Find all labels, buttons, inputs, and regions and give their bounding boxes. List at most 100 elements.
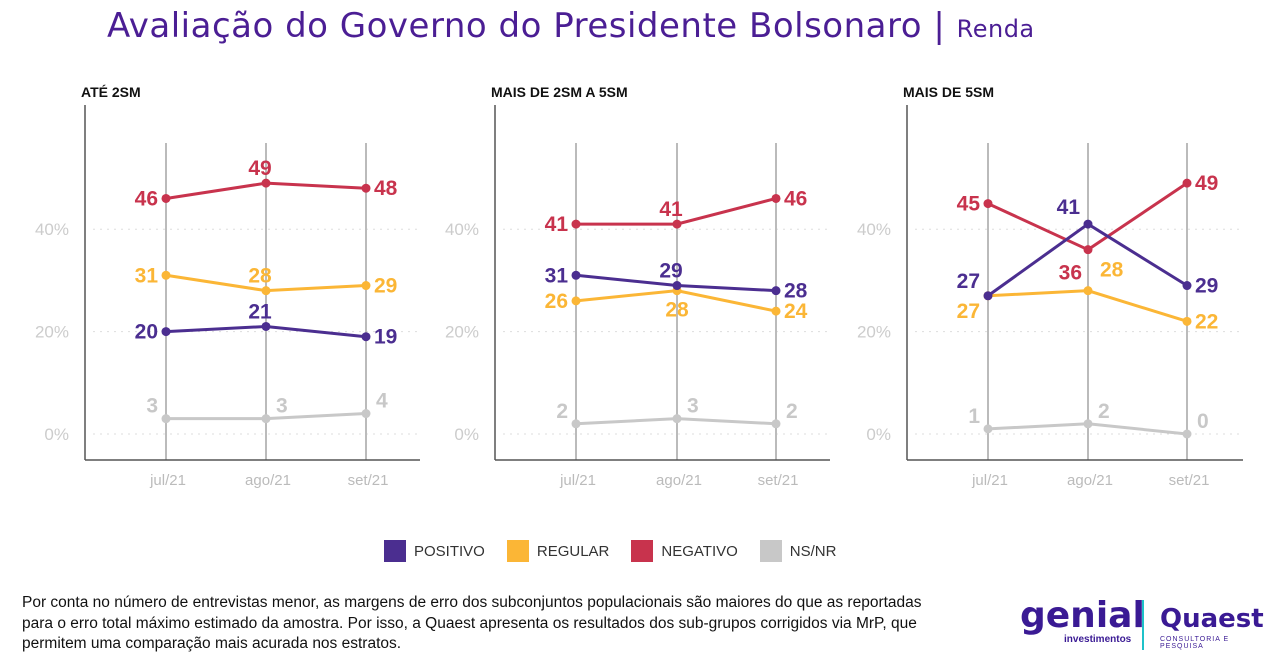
data-label: 41 [659, 198, 683, 221]
data-label: 46 [784, 187, 807, 210]
x-tick-label: set/21 [1169, 472, 1210, 489]
data-label: 20 [135, 321, 158, 344]
y-tick-label: 0% [454, 425, 479, 444]
data-label: 3 [687, 395, 699, 418]
data-label: 3 [146, 395, 158, 418]
y-tick-label: 40% [445, 220, 479, 239]
legend-item-negativo: NEGATIVO [631, 540, 738, 562]
data-point [1182, 281, 1192, 291]
data-point [1182, 429, 1192, 439]
x-tick-label: ago/21 [245, 472, 291, 489]
data-label: 27 [957, 300, 980, 323]
data-label: 46 [135, 187, 158, 210]
legend: POSITIVO REGULAR NEGATIVO NS/NR [384, 540, 836, 562]
data-point [771, 419, 781, 429]
data-point [1083, 419, 1093, 429]
data-point [672, 414, 682, 424]
data-label: 29 [1195, 275, 1218, 298]
genial-logo: genial [1020, 595, 1145, 636]
data-label: 3 [276, 395, 288, 418]
title-sub: Renda [956, 15, 1035, 43]
data-label: 28 [784, 280, 808, 303]
legend-swatch [506, 540, 529, 562]
data-point [161, 414, 171, 424]
y-tick-label: 0% [44, 425, 69, 444]
data-point [1182, 316, 1192, 326]
legend-label: NEGATIVO [661, 542, 738, 560]
quaest-logo-sub: CONSULTORIA E PESQUISA [1160, 636, 1230, 650]
data-point [983, 424, 993, 434]
legend-item-nsnr: NS/NR [759, 540, 836, 562]
data-point [361, 332, 371, 342]
data-point [571, 296, 581, 306]
legend-item-regular: REGULAR [506, 540, 610, 562]
x-tick-label: jul/21 [559, 472, 596, 489]
data-point [571, 219, 581, 229]
data-point [361, 281, 371, 291]
panel-title: ATÉ 2SM [81, 84, 141, 100]
data-point [672, 281, 682, 291]
data-point [1083, 245, 1093, 255]
data-label: 1 [968, 405, 980, 428]
data-label: 45 [957, 193, 981, 216]
data-label: 29 [374, 275, 397, 298]
x-tick-label: jul/21 [149, 472, 186, 489]
title-main: Avaliação do Governo do Presidente Bolso… [107, 6, 923, 46]
legend-swatch [759, 540, 782, 562]
data-label: 41 [545, 213, 569, 236]
data-label: 19 [374, 326, 397, 349]
x-tick-label: ago/21 [1067, 472, 1113, 489]
data-label: 28 [248, 265, 272, 288]
data-point [261, 414, 271, 424]
x-tick-label: set/21 [348, 472, 389, 489]
data-point [1182, 178, 1192, 188]
x-tick-label: jul/21 [971, 472, 1008, 489]
data-label: 22 [1195, 310, 1218, 333]
data-label: 28 [1100, 259, 1124, 282]
title-separator: | [933, 6, 946, 46]
panel-title: MAIS DE 2SM A 5SM [491, 84, 628, 100]
data-point [361, 409, 371, 419]
data-point [983, 199, 993, 209]
logos: genial investimentos Quaest CONSULTORIA … [1020, 595, 1264, 654]
data-label: 27 [957, 270, 980, 293]
data-point [672, 219, 682, 229]
logo-divider [1142, 600, 1144, 650]
data-label: 49 [248, 157, 271, 180]
legend-label: REGULAR [536, 542, 610, 560]
data-label: 26 [545, 290, 568, 313]
data-point [161, 327, 171, 337]
data-point [571, 270, 581, 280]
data-point [161, 193, 171, 203]
data-label: 28 [665, 299, 689, 322]
data-point [261, 178, 271, 188]
panel-title: MAIS DE 5SM [903, 84, 994, 100]
legend-item-positivo: POSITIVO [384, 540, 485, 562]
data-label: 29 [659, 260, 682, 283]
data-label: 41 [1057, 196, 1081, 219]
data-point [1083, 286, 1093, 296]
legend-swatch [631, 540, 654, 562]
legend-label: POSITIVO [414, 542, 485, 560]
data-label: 2 [556, 400, 568, 423]
data-label: 48 [374, 177, 398, 200]
data-point [361, 183, 371, 193]
data-label: 36 [1059, 262, 1082, 285]
y-tick-label: 40% [857, 220, 891, 239]
data-label: 2 [786, 400, 798, 423]
data-point [571, 419, 581, 429]
legend-swatch [384, 540, 406, 562]
data-label: 31 [135, 264, 159, 287]
page-title: Avaliação do Governo do Presidente Bolso… [107, 6, 1035, 46]
x-tick-label: set/21 [758, 472, 799, 489]
y-tick-label: 20% [857, 323, 891, 342]
data-point [771, 193, 781, 203]
footnote: Por conta no número de entrevistas menor… [22, 594, 922, 652]
y-tick-label: 40% [35, 220, 69, 239]
data-label: 2 [1098, 400, 1110, 423]
quaest-logo: Quaest [1160, 604, 1264, 634]
data-point [261, 286, 271, 296]
data-label: 31 [545, 264, 569, 287]
y-tick-label: 20% [35, 323, 69, 342]
